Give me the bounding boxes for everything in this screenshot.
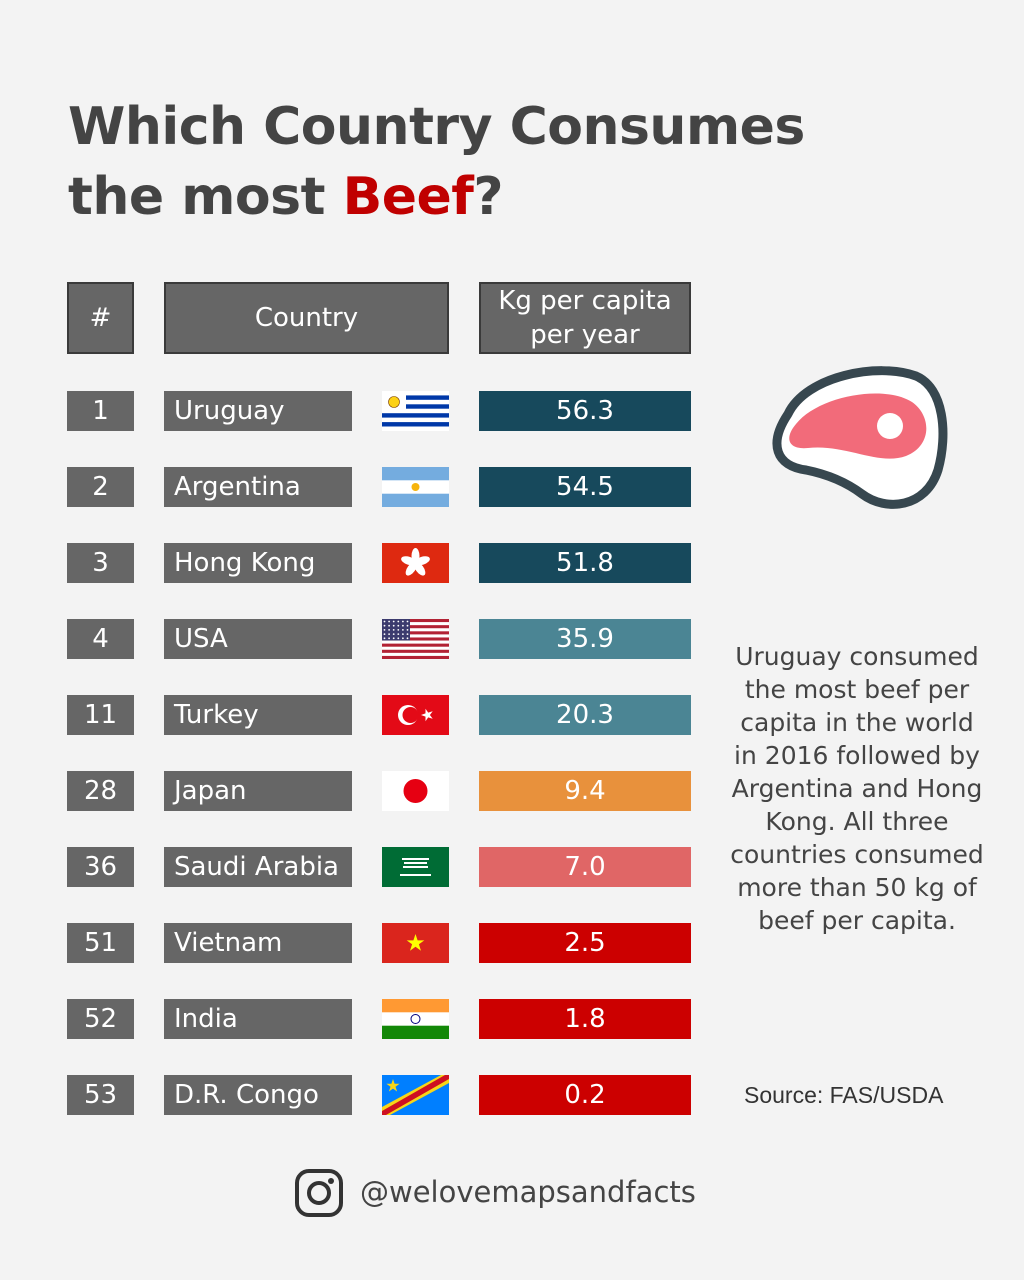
table-row-turkey: 11 Turkey 20.3 [0,695,720,735]
country-cell: Uruguay [164,391,352,431]
page-title: Which Country Consumes the most Beef? [68,92,888,232]
japan-flag [382,771,449,811]
value-cell: 7.0 [479,847,691,887]
dr-congo-flag [382,1075,449,1115]
steak-icon [772,366,948,509]
country-cell: Japan [164,771,352,811]
value-cell: 2.5 [479,923,691,963]
header-country: Country [164,282,449,354]
source-text: Source: FAS/USDA [744,1082,944,1108]
country-cell: Saudi Arabia [164,847,352,887]
country-cell: D.R. Congo [164,1075,352,1115]
header-value: Kg per capita per year [479,282,691,354]
rank-cell: 28 [67,771,134,811]
table-row-hong-kong: 3 Hong Kong 51.8 [0,543,720,583]
table-row-usa: 4 USA 35.9 [0,619,720,659]
instagram-handle[interactable]: @welovemapsandfacts [360,1175,696,1209]
rank-cell: 36 [67,847,134,887]
summary-note: Uruguay consumed the most beef per capit… [730,642,984,935]
table-row-saudi-arabia: 36 Saudi Arabia 7.0 [0,847,720,887]
rank-cell: 2 [67,467,134,507]
uruguay-flag [382,391,449,431]
rank-cell: 3 [67,543,134,583]
rank-cell: 11 [67,695,134,735]
title-line-2-text: the most [68,167,343,227]
table-row-argentina: 2 Argentina 54.5 [0,467,720,507]
country-cell: Turkey [164,695,352,735]
rank-cell: 52 [67,999,134,1039]
argentina-flag [382,467,449,507]
table-row-vietnam: 51 Vietnam 2.5 [0,923,720,963]
value-cell: 35.9 [479,619,691,659]
country-cell: USA [164,619,352,659]
usa-flag [382,619,449,659]
header-rank: # [67,282,134,354]
country-cell: Hong Kong [164,543,352,583]
title-line-1: Which Country Consumes [68,97,805,157]
instagram-icon [295,1169,343,1217]
rank-cell: 51 [67,923,134,963]
title-punctuation: ? [473,167,504,227]
country-cell: India [164,999,352,1039]
turkey-flag [382,695,449,735]
hong-kong-flag [382,543,449,583]
value-cell: 54.5 [479,467,691,507]
table-row-japan: 28 Japan 9.4 [0,771,720,811]
value-cell: 20.3 [479,695,691,735]
table-row-uruguay: 1 Uruguay 56.3 [0,391,720,431]
value-cell: 51.8 [479,543,691,583]
rank-cell: 4 [67,619,134,659]
value-cell: 1.8 [479,999,691,1039]
table-row-d-r-congo: 53 D.R. Congo 0.2 [0,1075,720,1115]
table-row-india: 52 India 1.8 [0,999,720,1039]
value-cell: 9.4 [479,771,691,811]
india-flag [382,999,449,1039]
saudi-arabia-flag [382,847,449,887]
vietnam-flag [382,923,449,963]
country-cell: Argentina [164,467,352,507]
value-cell: 56.3 [479,391,691,431]
title-highlight: Beef [342,167,474,227]
country-cell: Vietnam [164,923,352,963]
header-value-line-2: per year [530,320,640,350]
rank-cell: 53 [67,1075,134,1115]
rank-cell: 1 [67,391,134,431]
title-line-2: the most Beef? [68,162,888,232]
header-value-line-1: Kg per capita [498,286,672,316]
value-cell: 0.2 [479,1075,691,1115]
